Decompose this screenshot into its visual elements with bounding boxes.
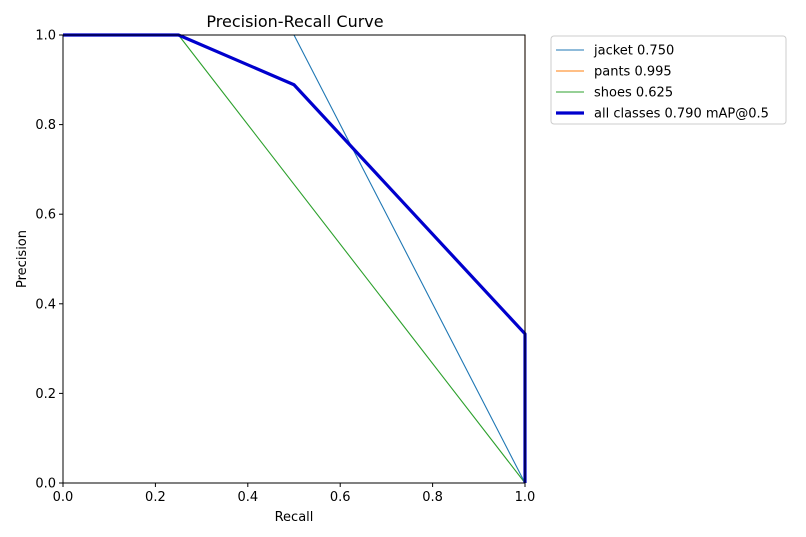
plot-frame xyxy=(62,34,526,484)
y-axis: 0.0 0.2 0.4 0.6 0.8 1.0 xyxy=(35,29,63,492)
legend-label-shoes: shoes 0.625 xyxy=(594,86,673,101)
y-axis-label: Precision xyxy=(15,230,30,288)
x-axis-label: Recall xyxy=(275,510,314,525)
chart-title: Precision-Recall Curve xyxy=(206,12,383,31)
x-tick-label: 0.0 xyxy=(53,490,74,505)
legend: jacket 0.750 pants 0.995 shoes 0.625 all cl… xyxy=(550,35,787,125)
y-tick-label: 1.0 xyxy=(35,29,56,44)
x-axis: 0.0 0.2 0.4 0.6 0.8 1.0 xyxy=(53,483,536,505)
x-tick-label: 0.4 xyxy=(237,490,258,505)
legend-label-all-classes: all classes 0.790 mAP@0.5 xyxy=(594,107,769,122)
y-tick-label: 0.2 xyxy=(35,387,56,402)
legend-items: jacket 0.750 pants 0.995 shoes 0.625 all cl… xyxy=(556,44,769,122)
y-tick-label: 0.4 xyxy=(35,297,56,312)
x-tick-label: 0.2 xyxy=(145,490,166,505)
legend-label-jacket: jacket 0.750 xyxy=(593,44,674,59)
legend-frame xyxy=(550,35,787,125)
y-tick-label: 0.8 xyxy=(35,118,56,133)
x-tick-label: 0.8 xyxy=(422,490,443,505)
legend-label-pants: pants 0.995 xyxy=(594,65,672,80)
x-tick-label: 1.0 xyxy=(515,490,536,505)
y-tick-label: 0.0 xyxy=(35,477,56,492)
x-tick-label: 0.6 xyxy=(330,490,351,505)
y-tick-label: 0.6 xyxy=(35,208,56,223)
